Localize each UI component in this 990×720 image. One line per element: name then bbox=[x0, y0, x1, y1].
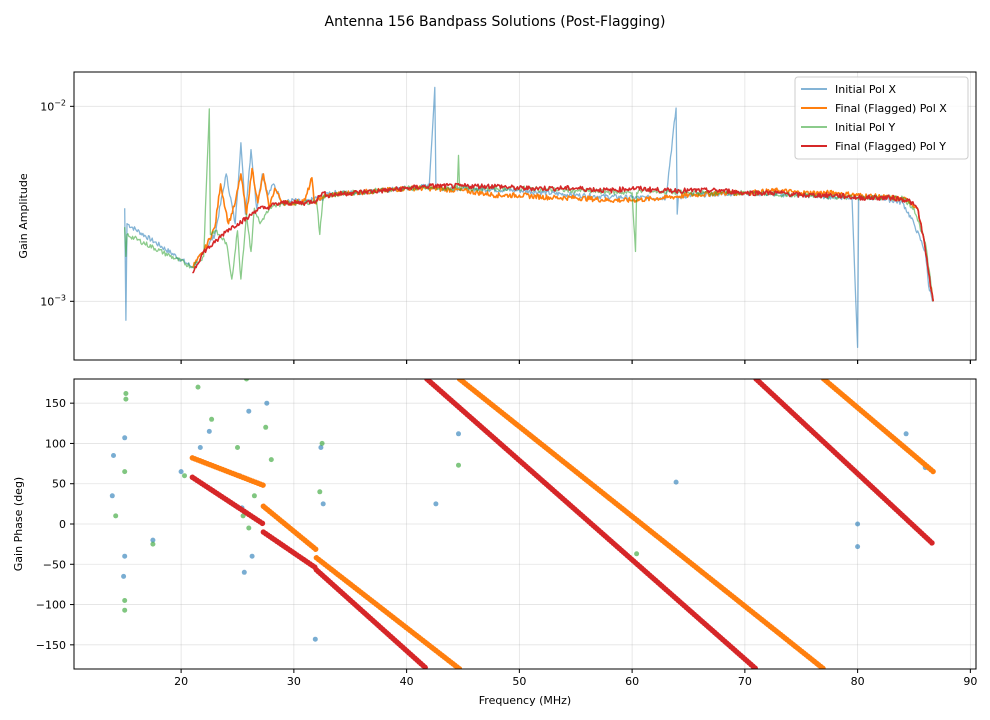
legend-label-final-pol-y: Final (Flagged) Pol Y bbox=[835, 140, 946, 153]
phase-point-initial-pol-y bbox=[123, 396, 129, 402]
phase-point-initial-pol-y bbox=[122, 469, 128, 475]
phase-point-initial-pol-x bbox=[109, 493, 115, 499]
phase-point-initial-pol-x bbox=[318, 445, 324, 450]
phase-ytick-label: 50 bbox=[52, 478, 66, 491]
phase-point-initial-pol-x bbox=[855, 521, 861, 527]
phase-ytick-label: −100 bbox=[36, 599, 66, 612]
phase-point-initial-pol-x bbox=[249, 553, 255, 559]
phase-point-initial-pol-x bbox=[197, 445, 203, 450]
legend-item-initial-pol-y: Initial Pol Y bbox=[801, 121, 895, 134]
phase-point-initial-pol-y bbox=[634, 551, 640, 557]
phase-point-initial-pol-x bbox=[855, 544, 861, 550]
phase-point-initial-pol-y bbox=[251, 493, 257, 499]
phase-xlabel: Frequency (MHz) bbox=[479, 694, 571, 707]
phase-trace-core-final-flagged-pol-x bbox=[191, 456, 265, 488]
phase-trace-core-final-flagged-pol-x bbox=[458, 379, 826, 669]
phase-trace-core-final-flagged-pol-y bbox=[191, 475, 265, 526]
phase-point-initial-pol-x bbox=[122, 553, 128, 559]
phase-xtick-label: 40 bbox=[400, 675, 414, 688]
phase-point-initial-pol-y bbox=[209, 416, 215, 422]
amplitude-series bbox=[124, 86, 934, 349]
phase-point-initial-pol-x bbox=[312, 636, 318, 642]
phase-point-initial-pol-x bbox=[246, 408, 252, 414]
amplitude-ytick-label: 10−2 bbox=[40, 98, 66, 113]
phase-point-initial-pol-y bbox=[235, 445, 240, 450]
phase-point-initial-pol-y bbox=[122, 607, 128, 613]
amplitude-series-final-flagged-pol-y bbox=[192, 182, 934, 302]
figure-title: Antenna 156 Bandpass Solutions (Post-Fla… bbox=[325, 14, 666, 30]
amplitude-ticks: 10−3 10−2 bbox=[40, 98, 971, 364]
phase-point-initial-pol-y bbox=[268, 457, 274, 463]
phase-point-initial-pol-x bbox=[121, 573, 127, 579]
phase-point-initial-pol-x bbox=[150, 537, 156, 543]
amplitude-ylabel: Gain Amplitude bbox=[17, 173, 30, 258]
phase-point-initial-pol-y bbox=[182, 473, 187, 479]
phase-trace-core-final-flagged-pol-x bbox=[822, 379, 935, 474]
phase-point-initial-pol-y bbox=[113, 513, 119, 519]
phase-xtick-label: 70 bbox=[738, 675, 752, 688]
amplitude-ytick-label: 10−3 bbox=[40, 293, 66, 308]
phase-trace-core-final-flagged-pol-x bbox=[262, 504, 318, 552]
phase-point-initial-pol-x bbox=[320, 501, 326, 507]
phase-point-initial-pol-y bbox=[123, 391, 129, 396]
phase-point-initial-pol-x bbox=[456, 431, 461, 437]
phase-ytick-label: 0 bbox=[59, 518, 66, 531]
phase-point-initial-pol-y bbox=[150, 541, 156, 547]
phase-panel: 20 30 40 50 60 70 80 90 −150 −100 −50 0 50 100 150 Gai… bbox=[12, 378, 978, 707]
phase-trace-core-final-flagged-pol-y bbox=[315, 568, 429, 669]
legend: Initial Pol X Final (Flagged) Pol X Init… bbox=[794, 76, 969, 160]
legend-label-initial-pol-y: Initial Pol Y bbox=[835, 121, 895, 134]
phase-xtick-label: 30 bbox=[287, 675, 301, 688]
phase-ytick-label: 150 bbox=[45, 397, 66, 410]
phase-xtick-label: 90 bbox=[963, 675, 977, 688]
phase-grid bbox=[74, 379, 976, 669]
legend-item-final-pol-y: Final (Flagged) Pol Y bbox=[801, 140, 946, 153]
phase-xtick-label: 20 bbox=[174, 675, 188, 688]
amplitude-axes-frame bbox=[73, 71, 977, 361]
phase-trace-core-final-flagged-pol-y bbox=[425, 379, 758, 669]
legend-label-final-pol-x: Final (Flagged) Pol X bbox=[835, 102, 947, 115]
legend-label-initial-pol-x: Initial Pol X bbox=[835, 83, 896, 96]
phase-trace-core-final-flagged-pol-y bbox=[754, 379, 935, 546]
phase-point-initial-pol-y bbox=[244, 379, 249, 382]
phase-point-initial-pol-x bbox=[178, 469, 184, 475]
phase-ytick-label: −150 bbox=[36, 639, 66, 652]
phase-point-initial-pol-y bbox=[317, 489, 323, 495]
phase-point-initial-pol-x bbox=[264, 400, 270, 406]
phase-point-initial-pol-x bbox=[122, 435, 128, 441]
phase-point-initial-pol-x bbox=[673, 479, 679, 485]
legend-item-final-pol-x: Final (Flagged) Pol X bbox=[801, 102, 947, 115]
legend-frame bbox=[794, 76, 969, 160]
phase-ytick-label: −50 bbox=[43, 558, 66, 571]
phase-point-initial-pol-y bbox=[263, 424, 269, 430]
phase-point-initial-pol-y bbox=[456, 462, 461, 468]
phase-xtick-label: 50 bbox=[512, 675, 526, 688]
phase-xtick-label: 60 bbox=[625, 675, 639, 688]
phase-ytick-label: 100 bbox=[45, 437, 66, 450]
phase-point-initial-pol-x bbox=[111, 453, 116, 458]
phase-point-initial-pol-y bbox=[246, 525, 252, 531]
phase-trace-core-final-flagged-pol-x bbox=[315, 556, 461, 669]
phase-point-initial-pol-x bbox=[433, 501, 439, 507]
phase-point-initial-pol-x bbox=[206, 428, 212, 434]
phase-ticks: 20 30 40 50 60 70 80 90 −150 −100 −50 0 50 100 150 bbox=[36, 397, 978, 688]
phase-xtick-label: 80 bbox=[851, 675, 865, 688]
legend-item-initial-pol-x: Initial Pol X bbox=[801, 83, 896, 96]
phase-ylabel: Gain Phase (deg) bbox=[12, 477, 25, 571]
phase-point-initial-pol-x bbox=[903, 431, 909, 437]
amplitude-panel: 10−3 10−2 Gain Amplitude Initial Pol X Fi… bbox=[17, 71, 977, 364]
phase-point-initial-pol-x bbox=[241, 569, 247, 575]
phase-point-initial-pol-y bbox=[195, 384, 201, 390]
phase-series bbox=[109, 379, 936, 669]
phase-trace-core-final-flagged-pol-y bbox=[262, 530, 318, 570]
phase-point-initial-pol-y bbox=[240, 513, 246, 519]
phase-point-initial-pol-y bbox=[122, 598, 128, 603]
phase-point-initial-pol-y bbox=[319, 440, 325, 446]
